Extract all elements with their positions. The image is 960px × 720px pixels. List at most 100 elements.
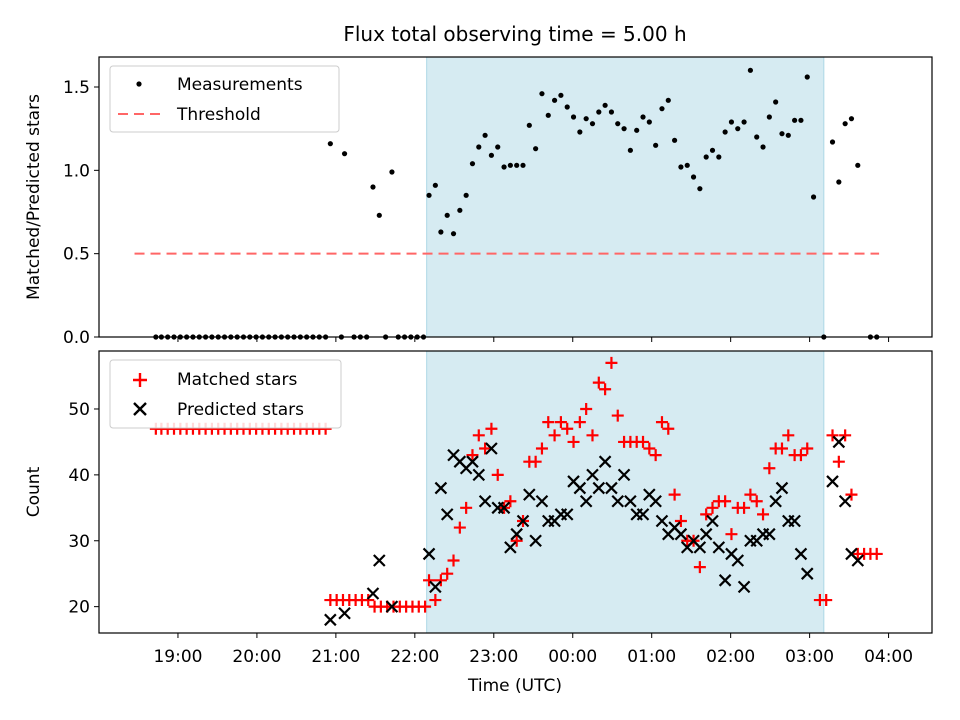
- legend-measurements-label: Measurements: [177, 75, 303, 95]
- y-tick-label: 0.0: [63, 328, 90, 348]
- predicted-star-points: [324, 435, 865, 627]
- measurement-point: [810, 194, 817, 200]
- measurement-point: [798, 117, 804, 123]
- x-tick-label: 22:00: [390, 647, 439, 667]
- ratio-panel-shaded-region: [426, 56, 825, 338]
- predicted-star-point: [838, 494, 852, 508]
- predicted-star-point: [324, 613, 337, 627]
- matched-star-point: [605, 356, 618, 369]
- measurement-point: [690, 174, 697, 180]
- predicted-star-point: [523, 488, 536, 501]
- predicted-star-point: [674, 527, 688, 541]
- ratio-panel-ylabel: Matched/Predicted stars: [24, 94, 44, 300]
- matched-star-point: [362, 594, 375, 607]
- measurement-point: [659, 106, 665, 112]
- matched-star-point: [611, 409, 624, 422]
- measurement-point: [545, 112, 551, 118]
- matched-star-point: [693, 561, 706, 574]
- matched-star-point: [700, 508, 713, 521]
- legend-matched-marker: [133, 373, 147, 387]
- measurement-point: [432, 182, 438, 188]
- figure-title: Flux total observing time = 5.00 h: [343, 22, 686, 46]
- measurement-point: [476, 144, 482, 150]
- predicted-star-point: [693, 541, 707, 554]
- measurement-point: [627, 147, 633, 153]
- measurement-point: [792, 117, 798, 123]
- matched-star-point: [674, 514, 687, 527]
- legend-predicted-marker: [133, 402, 147, 416]
- predicted-star-point: [485, 442, 498, 455]
- x-tick-label: 23:00: [469, 647, 518, 667]
- matched-star-point: [744, 488, 757, 501]
- ratio-panel-axes: 0.0 0.5 1.0 1.5: [63, 78, 890, 348]
- measurement-point: [722, 129, 728, 135]
- ratio-panel-frame: [98, 56, 933, 338]
- matched-star-point: [725, 528, 738, 541]
- predicted-star-point: [579, 494, 593, 508]
- measurement-point: [829, 139, 836, 145]
- measurement-point: [665, 97, 671, 103]
- matched-star-point: [460, 501, 473, 514]
- y-tick-label: 40: [68, 466, 90, 486]
- measurement-point: [615, 121, 621, 127]
- count-panel-frame: [98, 350, 933, 634]
- measurement-point: [640, 114, 646, 120]
- measurement-point: [754, 134, 760, 140]
- matched-star-point: [542, 416, 555, 429]
- measurement-point: [564, 104, 570, 110]
- predicted-star-point: [598, 455, 612, 468]
- predicted-star-point: [592, 481, 606, 495]
- measurement-point: [583, 116, 589, 122]
- measurement-point: [514, 162, 520, 168]
- predicted-star-point: [338, 606, 351, 620]
- predicted-star-point: [794, 547, 808, 561]
- matched-star-point: [649, 449, 662, 462]
- measurement-point: [389, 169, 395, 175]
- matched-star-point: [535, 442, 548, 455]
- measurement-point: [766, 114, 772, 120]
- predicted-star-point: [535, 494, 549, 508]
- predicted-star-point: [617, 468, 631, 482]
- x-tick-label: 20:00: [232, 647, 281, 667]
- measurement-point: [760, 144, 766, 150]
- predicted-star-point: [731, 554, 745, 567]
- predicted-star-point: [775, 481, 789, 495]
- measurement-point: [735, 126, 741, 132]
- matched-star-point: [782, 429, 795, 442]
- y-tick-label: 50: [68, 400, 90, 420]
- measurement-point: [709, 147, 716, 153]
- matched-star-point: [757, 508, 770, 521]
- predicted-star-point: [472, 468, 486, 482]
- matched-star-point: [573, 416, 586, 429]
- measurement-point: [728, 119, 735, 125]
- x-tick-label: 04:00: [864, 647, 913, 667]
- x-tick-label: 00:00: [548, 647, 597, 667]
- matched-star-point: [472, 429, 485, 442]
- matched-star-point: [447, 554, 460, 567]
- x-tick-label: 19:00: [153, 647, 202, 667]
- predicted-star-point: [529, 534, 542, 548]
- matched-star-point: [441, 567, 454, 580]
- matched-star-point: [719, 495, 732, 508]
- matched-star-point: [554, 416, 567, 429]
- matched-star-point: [586, 429, 599, 442]
- measurement-point: [804, 74, 810, 80]
- measurement-point: [836, 179, 842, 185]
- y-tick-label: 30: [68, 532, 90, 552]
- predicted-star-point: [440, 508, 454, 521]
- predicted-star-point: [366, 587, 380, 600]
- measurement-point: [341, 151, 348, 157]
- matched-star-point: [637, 435, 650, 448]
- matched-star-point: [592, 376, 605, 389]
- predicted-star-point: [605, 481, 618, 495]
- measurement-point: [501, 164, 507, 170]
- matched-star-point: [845, 488, 858, 501]
- predicted-star-point: [763, 527, 776, 541]
- measurement-point: [634, 127, 640, 133]
- predicted-star-point: [516, 514, 530, 528]
- matched-star-point: [504, 495, 517, 508]
- measurement-point: [703, 154, 709, 160]
- matched-star-point: [750, 495, 763, 508]
- predicted-star-point: [510, 527, 523, 541]
- matched-star-point: [567, 435, 580, 448]
